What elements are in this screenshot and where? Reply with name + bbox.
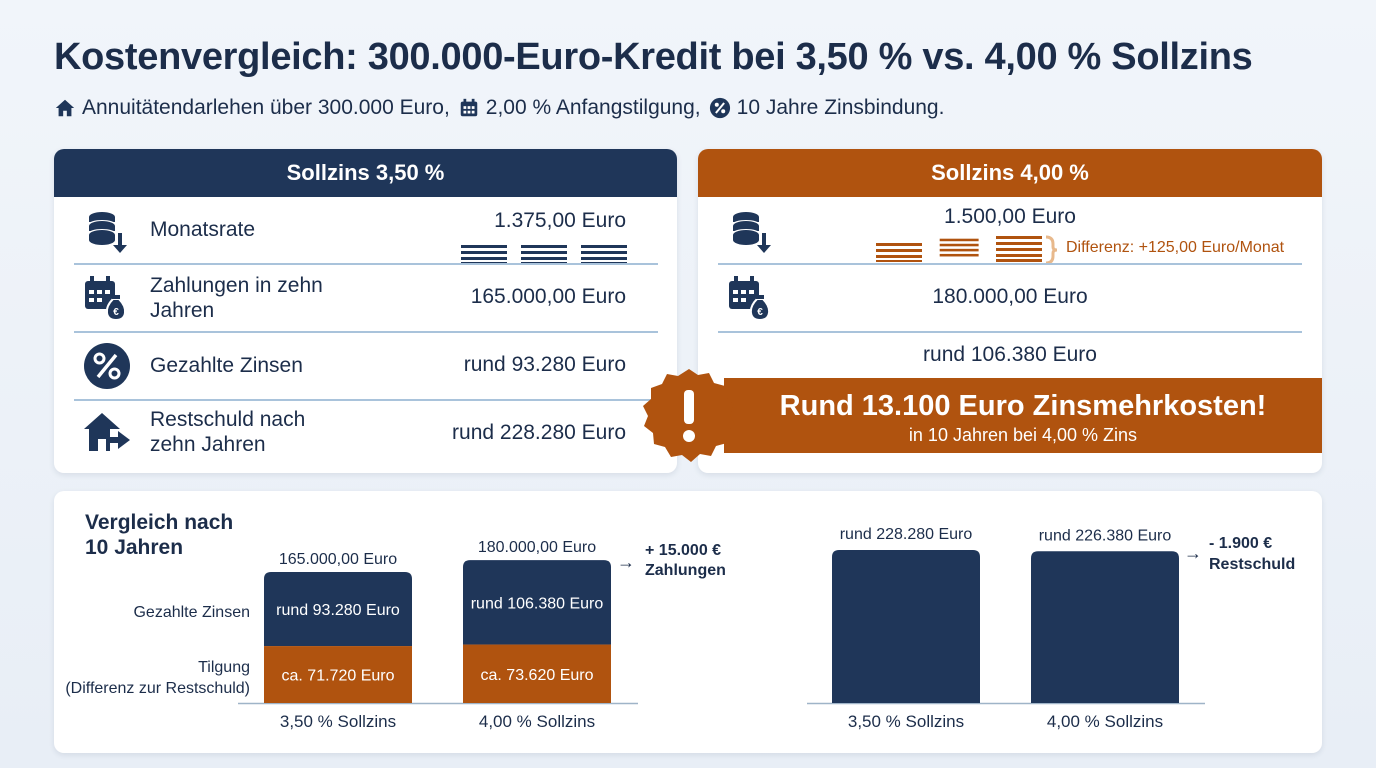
row-divider [74,331,658,333]
banner-headline: Rund 13.100 Euro Zinsmehrkosten! [779,390,1267,422]
row-divider [718,263,1302,265]
row-value-interest: rund 106.380 Euro [923,343,1097,366]
bar-stack-icon [521,245,567,264]
coins-down-icon [726,207,776,257]
banner-subline: in 10 Jahren bei 4,00 % Zins [908,425,1138,445]
difference-note: Differenz: +125,00 Euro/Monat [1066,239,1285,256]
row-divider [74,399,658,401]
card-title: Sollzins 3,50 % [54,149,677,197]
bar-stack-icon [939,238,979,257]
comparison-panel [54,491,1322,753]
subtitle-loan: Annuitätendarlehen über 300.000 Euro, [82,96,450,119]
calendar-money-icon: € [82,273,132,323]
bar-stack-icon [876,243,922,262]
card-rate-350: Sollzins 3,50 % Monatsrate 1.375,00 Euro… [54,149,677,473]
house-icon [54,97,76,119]
svg-text:€: € [113,307,119,318]
row-label-interest: Gezahlte Zinsen [150,354,303,377]
percent-icon [82,341,132,391]
row-divider [718,331,1302,333]
bar-stack-icon [581,245,627,264]
card-title: Sollzins 4,00 % [698,149,1322,197]
row-value-payments: 180.000,00 Euro [932,285,1088,308]
row-value-payments: 165.000,00 Euro [470,285,626,308]
calendar-icon [458,97,480,119]
row-divider [74,263,658,265]
extra-cost-banner: Rund 13.100 Euro Zinsmehrkosten! in 10 J… [724,378,1322,453]
subtitle: Annuitätendarlehen über 300.000 Euro, 2,… [54,94,944,122]
subtitle-repayment: 2,00 % Anfangstilgung, [485,96,701,119]
svg-text:€: € [757,307,763,318]
row-value-residual-debt: rund 228.280 Euro [452,421,626,444]
row-value-interest: rund 93.280 Euro [463,353,626,376]
bar-stack-icon [461,245,507,264]
exclamation-icon [638,366,740,468]
row-value-monthly-rate: 1.500,00 Euro [944,205,1076,228]
house-arrow-icon [82,409,132,459]
page-title: Kostenvergleich: 300.000-Euro-Kredit bei… [54,36,1253,78]
percent-icon [709,97,731,119]
calendar-money-icon: € [726,273,776,323]
row-value-monthly-rate: 1.375,00 Euro [494,209,626,232]
brace-icon [1045,235,1058,265]
bar-stack-icon [996,236,1042,262]
subtitle-fixed-period: 10 Jahre Zinsbindung. [736,96,945,119]
row-label-residual-debt: Restschuld nach zehn Jahren [150,408,306,456]
row-label-payments: Zahlungen in zehn Jahren [150,274,323,322]
coins-down-icon [82,207,132,257]
row-label-monthly-rate: Monatsrate [150,218,256,241]
